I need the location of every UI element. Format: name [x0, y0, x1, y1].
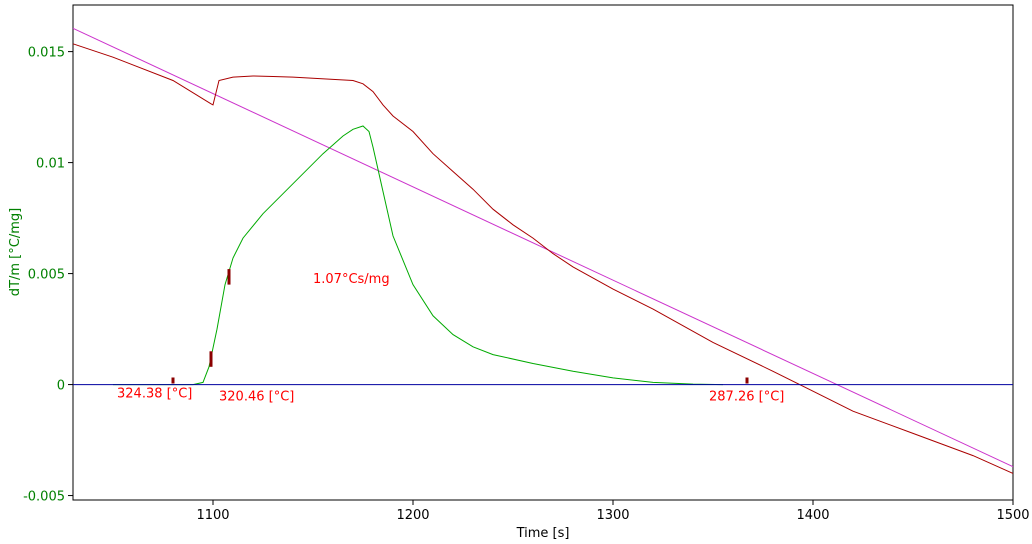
annotation-layer: 324.38 [°C] 320.46 [°C] 287.26 [°C] 1.07°Cs…: [117, 272, 784, 405]
plot-area: [72, 4, 1014, 501]
annotation-label: 287.26 [°C]: [709, 390, 784, 405]
x-tick-label: 1400: [796, 508, 829, 523]
series-line-2: [72, 43, 1014, 474]
y-tick-label: 0.015: [28, 46, 65, 61]
series-line-1: [72, 27, 1014, 468]
event-marker-2: [209, 351, 213, 367]
x-axis-label: Time [s]: [516, 526, 570, 541]
x-tick-label: 1200: [396, 508, 429, 523]
x-tick-label: 1500: [996, 508, 1029, 523]
x-tick-label: 1300: [596, 508, 629, 523]
y-axis: -0.005 0 0.005 0.01 0.015: [23, 46, 73, 505]
x-tick-label: 1100: [196, 508, 229, 523]
y-tick-label: 0.005: [28, 268, 65, 283]
y-tick-label: 0.01: [36, 157, 65, 172]
event-marker-4: [745, 377, 749, 384]
series-layer: [72, 27, 1014, 474]
annotation-label: 324.38 [°C]: [117, 386, 192, 401]
annotation-label: 320.46 [°C]: [219, 390, 294, 405]
series-line-3: [113, 125, 724, 386]
event-marker-1: [171, 377, 175, 384]
y-axis-label: dT/m [°C/mg]: [8, 208, 23, 296]
y-tick-label: -0.005: [23, 490, 65, 505]
marker-layer: [171, 269, 749, 384]
annotation-label: 1.07°Cs/mg: [313, 272, 390, 287]
y-tick-label: 0: [57, 379, 65, 394]
event-marker-3: [227, 269, 231, 285]
x-axis: 1100 1200 1300 1400 1500: [196, 500, 1030, 523]
